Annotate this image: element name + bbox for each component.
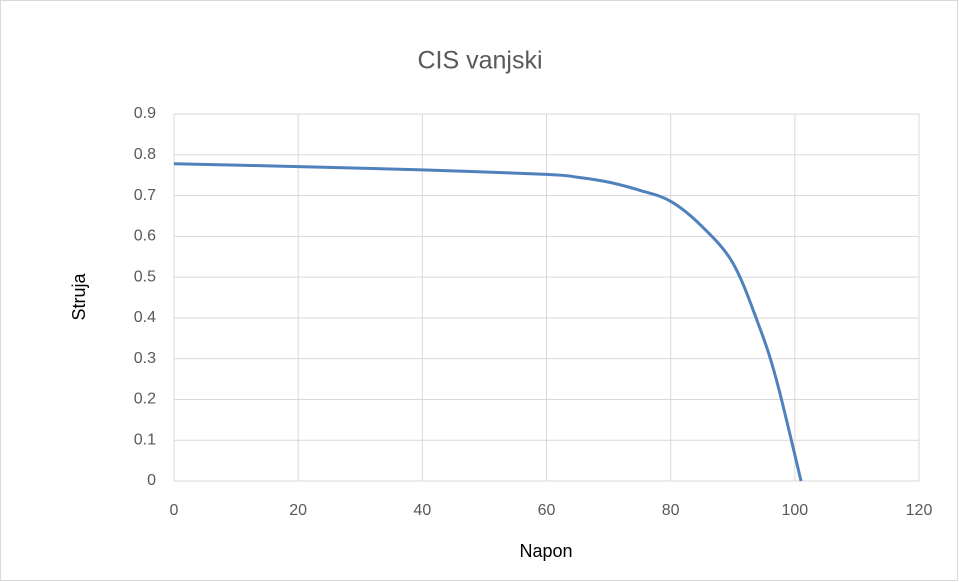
y-tick-label: 0.3 <box>134 350 156 367</box>
y-axis-label: Struja <box>69 273 89 321</box>
y-tick-label: 0.4 <box>134 309 156 326</box>
y-tick-label: 0.7 <box>134 187 156 204</box>
y-tick-label: 0.8 <box>134 146 156 163</box>
x-tick-label: 80 <box>662 502 680 519</box>
y-tick-label: 0.1 <box>134 431 156 448</box>
y-tick-label: 0.5 <box>134 268 156 285</box>
x-tick-label: 0 <box>170 502 179 519</box>
x-axis-label: Napon <box>519 541 572 561</box>
chart-title: CIS vanjski <box>417 47 542 75</box>
x-tick-label: 40 <box>413 502 431 519</box>
y-tick-label: 0.2 <box>134 391 156 408</box>
data-line <box>173 162 803 482</box>
y-tick-label: 0.9 <box>134 105 156 122</box>
x-tick-label: 120 <box>906 502 933 519</box>
x-tick-label: 60 <box>538 502 556 519</box>
x-tick-label: 100 <box>781 502 808 519</box>
y-tick-label: 0.6 <box>134 228 156 245</box>
y-tick-label: 0 <box>147 472 156 489</box>
x-tick-label: 20 <box>289 502 307 519</box>
